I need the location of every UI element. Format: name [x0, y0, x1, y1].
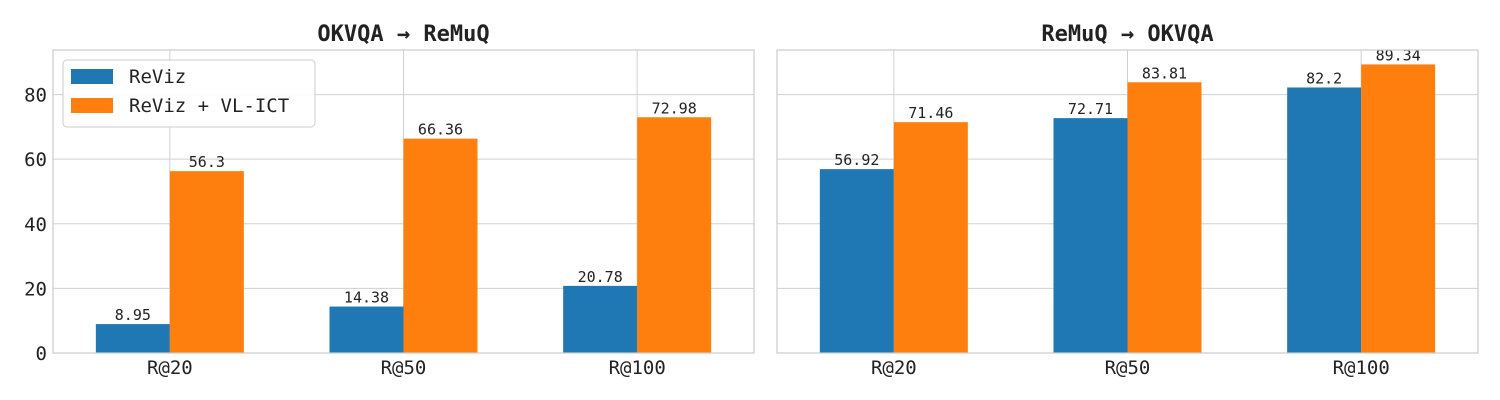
bar — [403, 138, 478, 353]
bar — [563, 285, 638, 353]
value-label: 83.81 — [1142, 64, 1187, 82]
y-tick-label: 0 — [36, 343, 47, 365]
chart-title: OKVQA → ReMuQ — [317, 22, 489, 47]
x-tick-label: R@20 — [871, 357, 917, 379]
bar — [637, 117, 712, 354]
legend-label: ReViz — [129, 66, 186, 88]
value-label: 82.2 — [1306, 69, 1342, 87]
bar — [1361, 64, 1436, 353]
value-label: 8.95 — [115, 306, 151, 324]
value-label: 14.38 — [344, 289, 389, 307]
x-tick-label: R@20 — [147, 357, 193, 379]
value-label: 72.98 — [652, 99, 697, 117]
bar — [893, 122, 968, 353]
bar — [1287, 87, 1362, 353]
plot-frame — [52, 49, 755, 354]
right-chart-panel: 56.92 72.71 82.2 71.46 83.81 89.34 ReMuQ → OKV… — [776, 22, 1479, 379]
value-label: 56.3 — [189, 153, 225, 171]
legend-label: ReViz + VL-ICT — [129, 95, 289, 117]
y-tick-label: 20 — [24, 278, 47, 300]
legend-swatch — [71, 69, 113, 84]
x-tick-label: R@100 — [609, 357, 666, 379]
value-label: 56.92 — [834, 151, 879, 169]
plot-frame — [776, 49, 1479, 354]
bar — [329, 306, 404, 353]
legend: ReViz ReViz + VL-ICT — [62, 59, 316, 128]
bar — [1127, 82, 1202, 353]
bar — [169, 171, 244, 353]
bar — [819, 169, 894, 353]
value-label: 66.36 — [418, 121, 463, 139]
x-tick-label: R@100 — [1333, 357, 1390, 379]
x-tick-label: R@50 — [381, 357, 427, 379]
y-tick-label: 40 — [24, 214, 47, 236]
value-label: 71.46 — [908, 104, 953, 122]
left-chart-panel: 8.95 14.38 20.78 56.3 66.36 72.98 OKVQA → ReMu… — [24, 22, 755, 379]
legend-swatch — [71, 98, 113, 113]
legend-box — [62, 59, 316, 128]
bar — [1053, 118, 1128, 353]
bar — [95, 324, 170, 353]
y-tick-label: 60 — [24, 149, 47, 171]
x-tick-label: R@50 — [1105, 357, 1151, 379]
value-label: 72.71 — [1068, 100, 1113, 118]
chart-title: ReMuQ → OKVQA — [1041, 22, 1213, 47]
value-label: 89.34 — [1376, 46, 1421, 64]
y-tick-label: 80 — [24, 85, 47, 107]
value-label: 20.78 — [578, 268, 623, 286]
